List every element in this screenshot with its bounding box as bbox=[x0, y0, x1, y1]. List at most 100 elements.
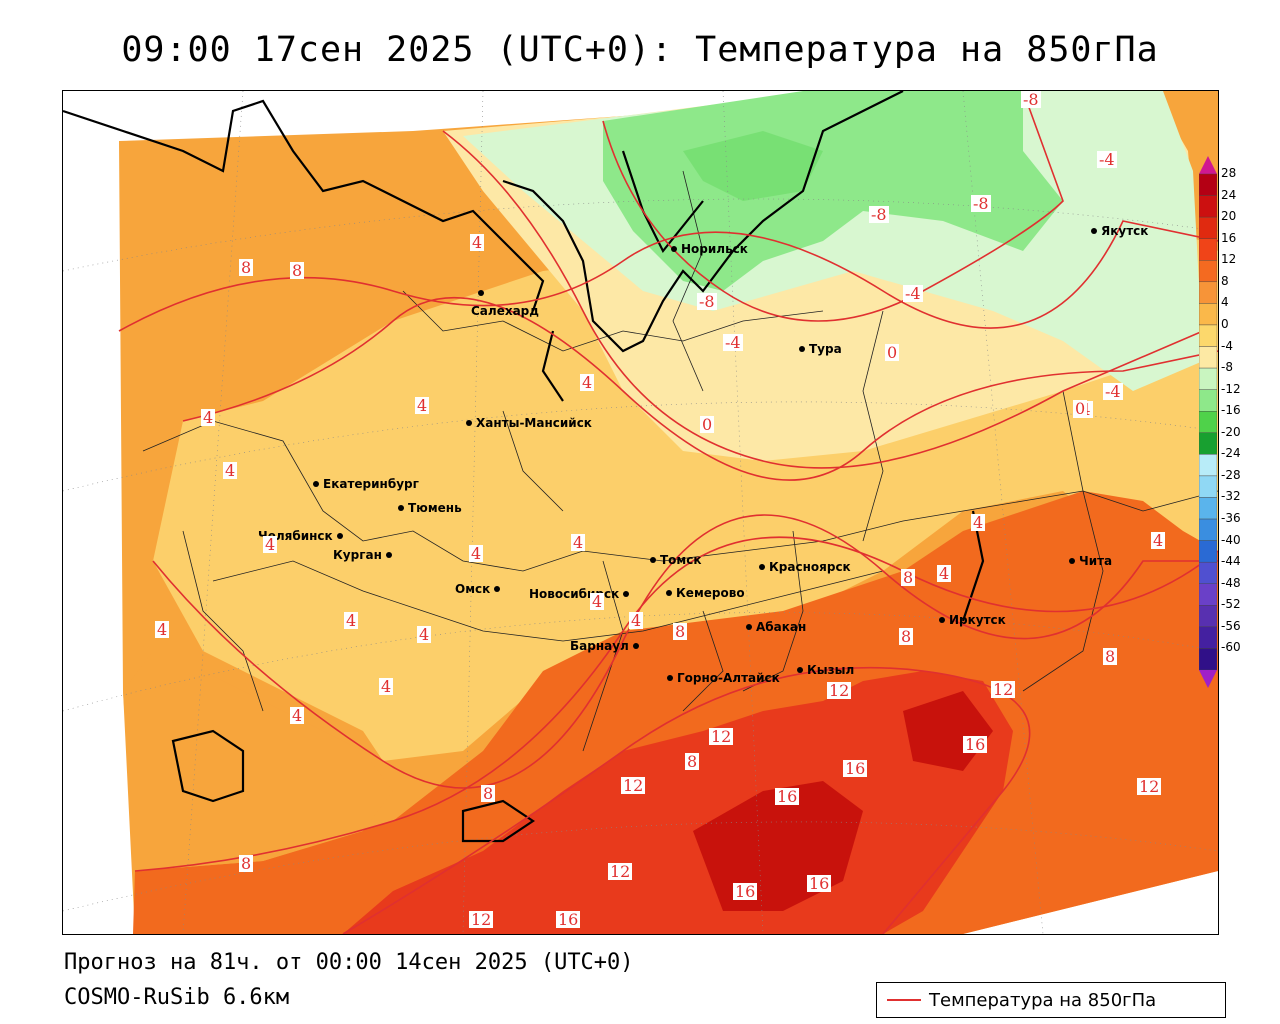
scale-swatch bbox=[1199, 173, 1217, 196]
contour-label: 4 bbox=[629, 611, 644, 630]
contour-label: 4 bbox=[379, 677, 394, 696]
scale-swatch bbox=[1199, 324, 1217, 347]
scale-tick-label: -36 bbox=[1221, 511, 1241, 526]
field-m8 bbox=[603, 91, 1063, 291]
contour-label: 0 bbox=[885, 343, 900, 362]
contour-label: 4 bbox=[580, 373, 595, 392]
contour-label: 8 bbox=[673, 622, 688, 641]
scale-tick-label: 28 bbox=[1221, 166, 1237, 180]
contour-label: 8 bbox=[685, 752, 700, 771]
city-kemerovo: Кемерово bbox=[666, 586, 745, 600]
contour-label: 4 bbox=[1151, 531, 1166, 550]
contour-label: 8 bbox=[901, 568, 916, 587]
contour-label: 4 bbox=[155, 620, 170, 639]
contour-label: 8 bbox=[899, 627, 914, 646]
contour-label: 8 bbox=[1103, 647, 1118, 666]
contour-label: 4 bbox=[971, 513, 986, 532]
scale-swatch bbox=[1199, 497, 1217, 520]
scale-tick-label: -60 bbox=[1221, 640, 1241, 655]
city-yakutsk: Якутск bbox=[1091, 224, 1148, 238]
contour-label: 0 bbox=[700, 415, 715, 434]
city-norilsk: Норильск bbox=[671, 242, 748, 256]
scale-tick-label: -40 bbox=[1221, 532, 1241, 547]
scale-swatch bbox=[1199, 260, 1217, 283]
legend: Температура на 850гПа bbox=[876, 982, 1226, 1018]
contour-label: 16 bbox=[843, 759, 868, 778]
scale-tick-label: 16 bbox=[1221, 230, 1237, 245]
contour-label: 8 bbox=[239, 258, 254, 277]
contour-label: 12 bbox=[709, 727, 734, 746]
scale-swatch bbox=[1199, 648, 1217, 671]
scale-top-arrow bbox=[1199, 156, 1217, 174]
scale-swatch bbox=[1199, 626, 1217, 649]
scale-tick-label: -32 bbox=[1221, 489, 1241, 504]
contour-label: 4 bbox=[201, 408, 216, 427]
legend-label: Температура на 850гПа bbox=[929, 989, 1157, 1011]
contour-label: 4 bbox=[590, 592, 605, 611]
city-salekhard-label: Салехард bbox=[471, 304, 539, 318]
scale-tick-label: -28 bbox=[1221, 467, 1241, 482]
scale-tick-label: 24 bbox=[1221, 187, 1237, 202]
city-omsk: Омск bbox=[455, 582, 504, 596]
scale-swatch bbox=[1199, 432, 1217, 455]
city-salekhard bbox=[478, 290, 488, 296]
scale-swatch bbox=[1199, 583, 1217, 606]
field-8-sw bbox=[123, 651, 393, 871]
city-ekaterinburg: Екатеринбург bbox=[313, 477, 419, 491]
scale-tick-label: 8 bbox=[1221, 273, 1229, 288]
contour-label: 8 bbox=[290, 261, 305, 280]
city-irkutsk: Иркутск bbox=[939, 613, 1006, 627]
scale-swatch bbox=[1199, 475, 1217, 498]
scale-swatch bbox=[1199, 281, 1217, 304]
field-m12 bbox=[683, 131, 823, 201]
city-kyzyl: Кызыл bbox=[797, 663, 854, 677]
contour-label: 12 bbox=[827, 681, 852, 700]
contour-label: 4 bbox=[415, 396, 430, 415]
contour-label: 12 bbox=[608, 862, 633, 881]
scale-swatch bbox=[1199, 346, 1217, 369]
contour-label: 4 bbox=[469, 544, 484, 563]
city-khanty-mansiysk: Ханты-Мансийск bbox=[466, 416, 592, 430]
contour-label: 4 bbox=[571, 533, 586, 552]
city-kurgan: Курган bbox=[333, 548, 396, 562]
scale-tick-label: -48 bbox=[1221, 575, 1241, 590]
contour-label: 16 bbox=[963, 735, 988, 754]
map-area[interactable]: Норильск Якутск Салехард Тура Ханты-Манс… bbox=[62, 90, 1219, 935]
scale-tick-label: -52 bbox=[1221, 597, 1241, 612]
contour-label: 4 bbox=[223, 461, 238, 480]
contour-label: 4 bbox=[470, 233, 485, 252]
contour-label: 8 bbox=[239, 854, 254, 873]
scale-tick-label: -16 bbox=[1221, 403, 1241, 418]
scale-swatch bbox=[1199, 216, 1217, 239]
scale-swatch bbox=[1199, 238, 1217, 261]
contour-label: 16 bbox=[733, 882, 758, 901]
city-tyumen: Тюмень bbox=[398, 501, 462, 515]
city-gorno-altaysk: Горно-Алтайск bbox=[667, 671, 780, 685]
scale-swatch bbox=[1199, 411, 1217, 433]
scale-swatch bbox=[1199, 389, 1217, 412]
contour-label: -8 bbox=[971, 194, 991, 213]
contour-label: 12 bbox=[469, 910, 494, 929]
scale-tick-label: -8 bbox=[1221, 360, 1233, 375]
forecast-info: Прогноз на 81ч. от 00:00 14сен 2025 (UTC… bbox=[64, 950, 634, 975]
scale-swatch bbox=[1199, 561, 1217, 584]
contour-label: 4 bbox=[263, 535, 278, 554]
contour-label: -8 bbox=[697, 292, 717, 311]
scale-tick-label: 4 bbox=[1221, 295, 1229, 310]
city-novosibirsk: Новосибирск bbox=[529, 587, 633, 601]
scale-swatch bbox=[1199, 367, 1217, 390]
legend-line-swatch bbox=[887, 999, 921, 1001]
contour-label: 4 bbox=[937, 564, 952, 583]
scale-swatch bbox=[1199, 518, 1217, 541]
contour-label: 12 bbox=[991, 680, 1016, 699]
scale-swatch bbox=[1199, 454, 1217, 477]
contour-label: 12 bbox=[1137, 777, 1162, 796]
city-krasnoyarsk: Красноярск bbox=[759, 560, 851, 574]
city-chita: Чита bbox=[1069, 554, 1112, 568]
contour-label: 0 bbox=[1073, 399, 1088, 418]
scale-tick-label: 20 bbox=[1221, 209, 1237, 224]
contour-label: -4 bbox=[723, 333, 743, 352]
contour-label: 16 bbox=[807, 874, 832, 893]
page-title: 09:00 17сен 2025 (UTC+0): Температура на… bbox=[121, 30, 1159, 70]
scale-tick-label: 12 bbox=[1221, 252, 1237, 267]
